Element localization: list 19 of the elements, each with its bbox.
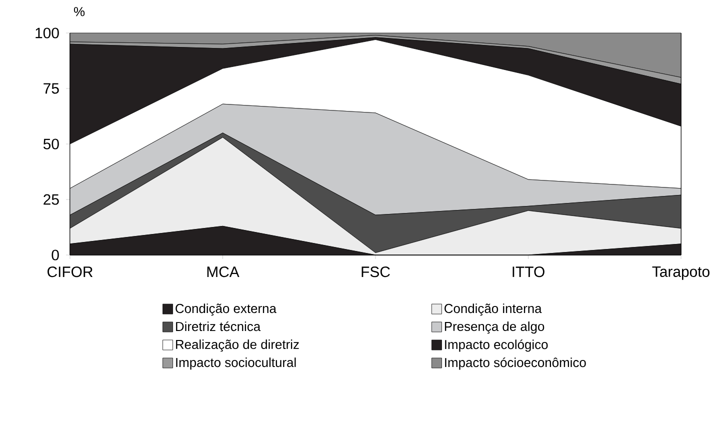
x-tick-label: CIFOR <box>48 266 93 278</box>
y-tick-label: 0 <box>52 250 59 260</box>
y-axis-title: % <box>74 7 85 16</box>
legend-label: Condição externa <box>176 304 276 316</box>
y-tick-label: 75 <box>44 83 59 94</box>
x-tick-label: ITTO <box>512 266 544 278</box>
legend-label: Condição interna <box>444 304 542 316</box>
y-tick-label: 25 <box>44 194 59 205</box>
legend-label: Realização de diretriz <box>176 340 299 352</box>
x-tick-label: FSC <box>362 266 390 278</box>
x-tick-label: Tarapoto <box>652 266 710 280</box>
x-tick-label: MCA <box>207 266 240 278</box>
legend-label: Impacto sociocultural <box>176 358 296 370</box>
y-tick-label: 100 <box>36 28 59 38</box>
legend-label: Impacto ecológico <box>445 339 548 352</box>
y-tick-label: 50 <box>43 138 59 150</box>
legend-label: Diretriz técnica <box>176 321 261 332</box>
legend-label: Presença de algo <box>444 322 544 334</box>
legend-label: Impacto sócioeconômico <box>445 357 586 370</box>
